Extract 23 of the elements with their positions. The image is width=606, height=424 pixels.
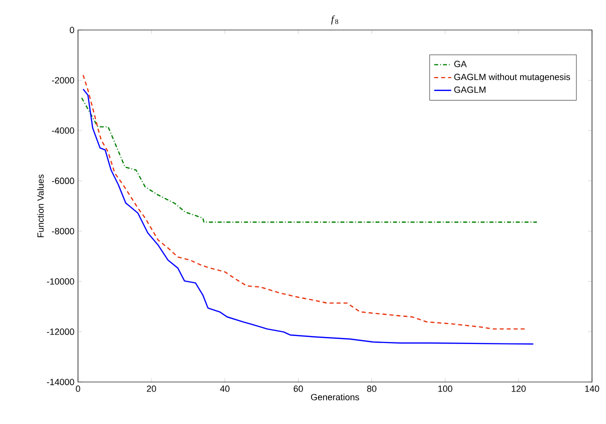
- x-tick-label: 0: [76, 386, 80, 392]
- x-tick-label: 120: [512, 386, 526, 392]
- x-tick-label: 40: [220, 386, 230, 392]
- y-tick-label: -10000: [46, 278, 74, 285]
- x-tick-label: 80: [367, 386, 376, 392]
- x-tick-label: 140: [585, 386, 600, 392]
- y-tick-label: -2000: [52, 77, 74, 84]
- legend-label: GA: [454, 60, 467, 68]
- y-tick-label: -12000: [46, 328, 74, 335]
- y-tick-label: -4000: [52, 127, 74, 134]
- x-tick-label: 60: [294, 386, 303, 392]
- legend-label: GAGLM: [454, 86, 486, 93]
- legend-label: GAGLM without mutagenesis: [454, 74, 570, 82]
- line-series: [81, 97, 538, 223]
- x-tick-label: 100: [438, 386, 452, 392]
- y-axis-title: Function Values: [37, 174, 44, 238]
- x-tick-label: 20: [146, 386, 156, 392]
- x-axis-title: Generations: [311, 394, 360, 400]
- y-tick-label: -8000: [52, 228, 74, 234]
- y-tick-label: -6000: [52, 178, 74, 184]
- y-tick-label: 0: [70, 26, 74, 34]
- y-tick-label: -14000: [46, 378, 74, 386]
- chart-title: f$_{8}$: [331, 15, 338, 24]
